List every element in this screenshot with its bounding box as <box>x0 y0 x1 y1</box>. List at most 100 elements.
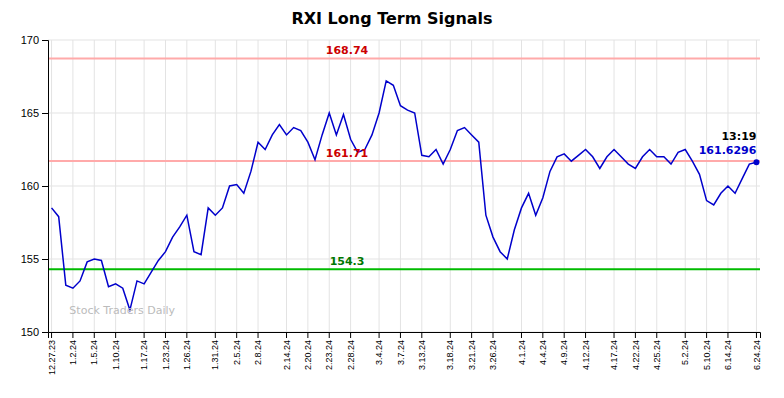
tick-label: 1.5.24 <box>89 340 99 365</box>
grid-line <box>165 40 166 332</box>
end-dot <box>753 159 759 165</box>
grid-line <box>585 40 586 332</box>
x-tick: 4.4.24 <box>538 332 548 365</box>
x-tick: 1.5.24 <box>89 332 99 365</box>
x-tick: 3.7.24 <box>396 332 406 365</box>
x-tick: 6.14.24 <box>723 332 733 370</box>
y-axis: 150155160165170 <box>21 34 49 338</box>
x-tick: 1.31.24 <box>210 332 220 370</box>
tick-label: 3.13.24 <box>417 340 427 370</box>
reference-label: 161.71 <box>326 147 368 160</box>
tick-mark <box>94 332 95 338</box>
x-tick: 4.25.24 <box>652 332 662 370</box>
plot-area <box>48 58 760 310</box>
grid-line <box>286 40 287 332</box>
grid-line <box>379 40 380 332</box>
x-tick: 3.13.24 <box>417 332 427 370</box>
end-annotation: 161.6296 <box>699 144 757 157</box>
tick-label: 2.23.24 <box>324 340 334 370</box>
reference-label: 154.3 <box>330 255 365 268</box>
x-tick: 2.5.24 <box>232 332 242 365</box>
grid-line <box>450 40 451 332</box>
x-tick: 6.24.24 <box>752 332 762 370</box>
x-tick: 2.23.24 <box>324 332 334 370</box>
tick-mark <box>258 332 259 338</box>
tick-mark <box>542 332 543 338</box>
tick-label: 5.10.24 <box>702 340 712 370</box>
tick-mark <box>165 332 166 338</box>
tick-label: 2.8.24 <box>253 340 263 365</box>
tick-label: 1.31.24 <box>210 340 220 370</box>
x-tick: 3.18.24 <box>445 332 455 370</box>
tick-mark <box>585 332 586 338</box>
x-tick: 1.10.24 <box>111 332 121 370</box>
grid-line <box>48 186 760 187</box>
grid-line <box>635 40 636 332</box>
tick-label: 165 <box>21 107 39 119</box>
tick-label: 4.12.24 <box>581 340 591 370</box>
tick-label: 6.14.24 <box>723 340 733 370</box>
grid-line <box>521 40 522 332</box>
tick-mark <box>614 332 615 338</box>
tick-mark <box>350 332 351 338</box>
y-tick: 155 <box>21 253 48 265</box>
grid-line <box>706 40 707 332</box>
x-tick: 2.20.24 <box>303 332 313 370</box>
chart: RXI Long Term Signals 12.27.23 1.2.24 1.5.2… <box>0 0 784 398</box>
tick-mark <box>521 332 522 338</box>
reference-label: 168.74 <box>326 44 369 57</box>
tick-mark <box>51 332 52 338</box>
tick-label: 1.26.24 <box>182 340 192 370</box>
x-tick: 1.17.24 <box>139 332 149 370</box>
tick-label: 3.21.24 <box>467 340 477 370</box>
y-tick: 165 <box>21 107 48 119</box>
tick-mark <box>215 332 216 338</box>
y-tick: 150 <box>21 326 48 338</box>
grid-line <box>48 113 760 114</box>
x-tick: 2.28.24 <box>346 332 356 370</box>
grid-line <box>685 40 686 332</box>
tick-label: 2.20.24 <box>303 340 313 370</box>
x-tick: 1.26.24 <box>182 332 192 370</box>
grid-line <box>421 40 422 332</box>
x-tick: 5.2.24 <box>680 332 690 365</box>
tick-label: 1.2.24 <box>68 340 78 365</box>
tick-mark <box>564 332 565 338</box>
tick-label: 155 <box>21 253 39 265</box>
tick-label: 3.18.24 <box>445 340 455 370</box>
tick-label: 1.17.24 <box>139 340 149 370</box>
grid-line <box>400 40 401 332</box>
tick-mark <box>286 332 287 338</box>
tick-mark <box>685 332 686 338</box>
reference-line <box>48 268 760 270</box>
tick-label: 3.26.24 <box>488 340 498 370</box>
tick-mark <box>236 332 237 338</box>
grid-line <box>493 40 494 332</box>
grid-line <box>94 40 95 332</box>
tick-mark <box>379 332 380 338</box>
tick-mark <box>186 332 187 338</box>
tick-mark <box>471 332 472 338</box>
tick-mark <box>329 332 330 338</box>
tick-label: 2.28.24 <box>346 340 356 370</box>
tick-label: 4.17.24 <box>609 340 619 370</box>
tick-label: 150 <box>21 326 39 338</box>
x-tick: 4.9.24 <box>559 332 569 365</box>
tick-mark <box>42 40 48 41</box>
tick-mark <box>400 332 401 338</box>
x-tick: 12.27.23 <box>47 332 57 375</box>
title: RXI Long Term Signals <box>291 9 492 28</box>
x-tick: 1.23.24 <box>161 332 171 370</box>
tick-label: 4.22.24 <box>631 340 641 370</box>
tick-mark <box>42 332 48 333</box>
x-tick: 4.22.24 <box>631 332 641 370</box>
y-tick: 170 <box>21 34 48 46</box>
tick-label: 1.23.24 <box>161 340 171 370</box>
tick-mark <box>144 332 145 338</box>
tick-label: 2.5.24 <box>232 340 242 365</box>
grid-line <box>329 40 330 332</box>
grid-line <box>756 40 757 332</box>
tick-mark <box>706 332 707 338</box>
grid-line <box>350 40 351 332</box>
tick-label: 5.2.24 <box>680 340 690 365</box>
